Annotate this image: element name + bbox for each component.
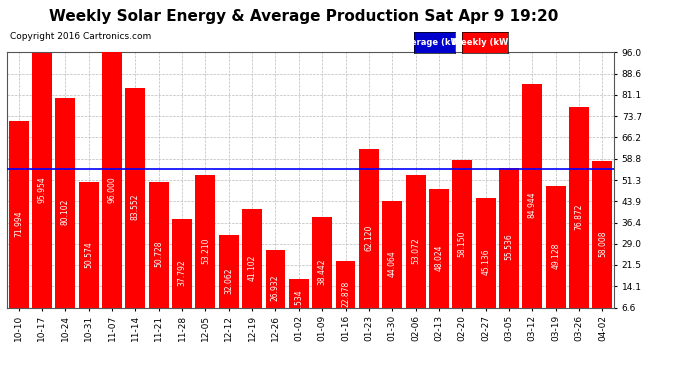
Text: 71.994: 71.994: [14, 210, 23, 237]
Text: 38.442: 38.442: [317, 258, 326, 285]
Bar: [382, 201, 402, 326]
Text: 16.534: 16.534: [295, 290, 304, 316]
Bar: [9, 121, 28, 326]
Text: 32.062: 32.062: [224, 267, 233, 294]
Text: 44.064: 44.064: [388, 250, 397, 277]
Bar: [429, 189, 449, 326]
Bar: [149, 182, 168, 326]
Bar: [32, 53, 52, 326]
Text: 95.954: 95.954: [37, 176, 46, 203]
Text: Weekly Solar Energy & Average Production Sat Apr 9 19:20: Weekly Solar Energy & Average Production…: [49, 9, 558, 24]
Bar: [102, 53, 122, 326]
Bar: [289, 279, 308, 326]
Text: 41.102: 41.102: [248, 255, 257, 281]
Bar: [195, 174, 215, 326]
Bar: [359, 149, 379, 326]
Text: Copyright 2016 Cartronics.com: Copyright 2016 Cartronics.com: [10, 32, 152, 41]
Bar: [453, 160, 472, 326]
Text: 49.128: 49.128: [551, 243, 560, 270]
Bar: [569, 107, 589, 326]
Bar: [79, 182, 99, 326]
Bar: [313, 217, 332, 326]
Text: 80.102: 80.102: [61, 199, 70, 225]
Text: 50.728: 50.728: [154, 241, 164, 267]
Bar: [522, 84, 542, 326]
Text: Weekly (kWh): Weekly (kWh): [452, 38, 518, 47]
Bar: [499, 168, 519, 326]
Text: 55.536: 55.536: [504, 234, 513, 261]
Bar: [406, 175, 426, 326]
Bar: [172, 219, 192, 326]
Bar: [475, 198, 495, 326]
Bar: [335, 261, 355, 326]
Text: 76.872: 76.872: [575, 204, 584, 230]
Bar: [546, 186, 566, 326]
Text: 37.792: 37.792: [177, 259, 186, 286]
Text: 96.000: 96.000: [108, 176, 117, 203]
Bar: [219, 235, 239, 326]
Text: 45.136: 45.136: [481, 249, 490, 275]
Text: 26.932: 26.932: [271, 274, 280, 301]
Bar: [593, 161, 612, 326]
Text: 22.878: 22.878: [341, 280, 350, 307]
Text: 58.150: 58.150: [457, 230, 467, 256]
Text: 48.024: 48.024: [435, 244, 444, 271]
Text: 53.210: 53.210: [201, 237, 210, 264]
Text: 62.120: 62.120: [364, 225, 373, 251]
Text: 53.072: 53.072: [411, 237, 420, 264]
Text: 50.574: 50.574: [84, 241, 93, 268]
Text: 84.944: 84.944: [528, 192, 537, 219]
Bar: [126, 88, 146, 326]
Bar: [55, 98, 75, 326]
Bar: [242, 209, 262, 326]
Text: 58.008: 58.008: [598, 230, 607, 257]
Text: Average (kWh): Average (kWh): [400, 38, 470, 47]
Bar: [266, 249, 286, 326]
Text: 83.552: 83.552: [131, 194, 140, 220]
